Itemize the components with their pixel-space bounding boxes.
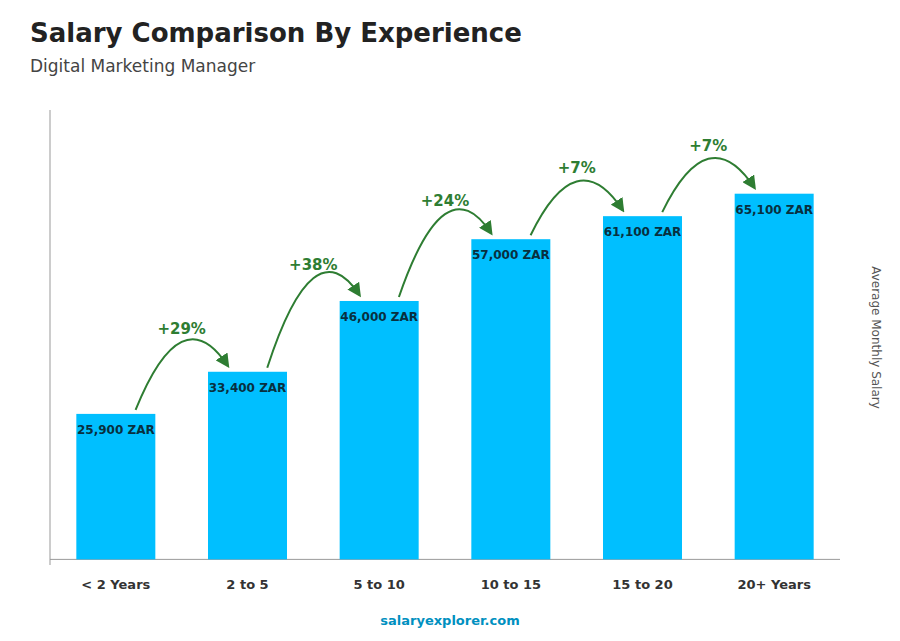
x-tick-label: 15 to 20 <box>612 577 672 592</box>
bar <box>471 239 550 559</box>
change-annotation: +24% <box>421 192 469 210</box>
bar <box>735 194 814 560</box>
change-arrow <box>267 272 359 368</box>
bar <box>208 372 287 560</box>
bar <box>340 301 419 559</box>
bars <box>76 194 813 560</box>
title: Salary Comparison By Experience <box>30 18 522 48</box>
change-annotation: +7% <box>558 159 596 177</box>
subtitle: Digital Marketing Manager <box>30 56 255 76</box>
bar <box>76 414 155 559</box>
data-label: 57,000 ZAR <box>472 248 550 262</box>
change-arrow <box>662 158 754 212</box>
data-label: 25,900 ZAR <box>77 423 155 437</box>
x-tick-label: < 2 Years <box>81 577 150 592</box>
chart: Salary Comparison By Experience Digital M… <box>0 0 900 641</box>
y-axis <box>50 110 51 565</box>
data-label: 65,100 ZAR <box>735 203 813 217</box>
change-annotation: +38% <box>289 256 337 274</box>
x-tick-label: 10 to 15 <box>481 577 541 592</box>
x-tick-label: 20+ Years <box>737 577 811 592</box>
change-annotation: +7% <box>689 137 727 155</box>
change-annotation: +29% <box>157 320 205 338</box>
y-axis-label: Average Monthly Salary <box>869 266 883 409</box>
bar <box>603 216 682 559</box>
x-axis <box>50 559 840 560</box>
data-label: 61,100 ZAR <box>604 225 682 239</box>
source: salaryexplorer.com <box>380 613 519 628</box>
data-label: 33,400 ZAR <box>209 381 287 395</box>
change-arrow <box>136 339 228 410</box>
change-arrow <box>399 209 491 297</box>
change-arrow <box>531 180 623 235</box>
data-label: 46,000 ZAR <box>340 310 418 324</box>
x-tick-label: 2 to 5 <box>226 577 268 592</box>
x-tick-label: 5 to 10 <box>353 577 404 592</box>
